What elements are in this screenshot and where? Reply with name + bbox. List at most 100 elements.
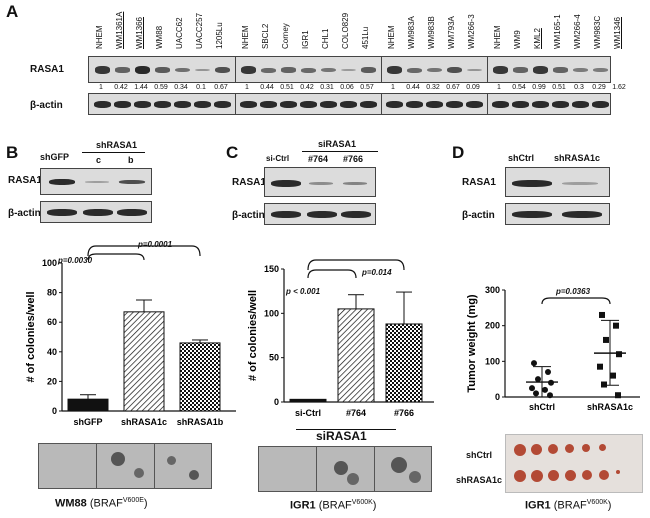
panel-c-caption-open: (	[315, 499, 323, 512]
tumor-0-5	[599, 444, 606, 451]
actin-band-3-0	[491, 101, 509, 108]
panel-b-caption-open: (	[86, 497, 94, 510]
actin-band-0-0	[93, 101, 111, 108]
rasa1-band-0-3	[154, 67, 170, 73]
lane-label-3-1: WM9	[513, 30, 522, 49]
panel-d-lane-ctrl: shCtrl	[508, 153, 535, 163]
lane-label-2-1: WM983A	[407, 16, 416, 49]
panel-b-caption-mutation: V600E	[122, 497, 144, 504]
panel-b-pvalue-2: p=0.0001	[138, 240, 173, 249]
quant-value-0-5: 0.1	[196, 84, 206, 91]
quant-value-3-4: 0.3	[574, 84, 584, 91]
point-0-0	[531, 360, 537, 367]
lane-label-0-0: NHEM	[95, 25, 104, 49]
actin-band-2-2	[425, 101, 443, 108]
panel-c-lane-764: #764	[308, 154, 329, 164]
y-tick-label-4: 80	[47, 288, 57, 298]
rasa1-band-3-1	[512, 67, 528, 73]
rasa1-band-1-0	[240, 66, 256, 74]
x-tick-label-1: shRASA1c	[587, 402, 633, 412]
tumor-1-6	[616, 470, 620, 474]
lane-label-1-4: CHL1	[321, 28, 330, 49]
lane-label-3-3: WM165-1	[553, 14, 562, 49]
quant-value-0-0: 1	[99, 84, 103, 91]
lane-label-3-2: KML2	[533, 28, 542, 49]
lane-label-2-3: WM793A	[447, 16, 456, 49]
lane-label-1-1: SBCL2	[261, 23, 270, 49]
rasa1-band-2-3	[446, 66, 462, 74]
rasa1-band-3-5	[592, 67, 608, 73]
y-axis-label: # of colonies/well	[25, 291, 37, 382]
panel-b-lane-shgfp: shGFP	[40, 152, 70, 162]
panel-d-band-ctrl	[512, 180, 552, 187]
lane-label-0-6: 1205Lu	[215, 22, 224, 49]
panel-b-group-bracket	[82, 152, 145, 153]
bar-1	[123, 311, 165, 412]
panel-d-actin-band-2	[562, 211, 602, 218]
lane-label-3-4: WM266-4	[573, 14, 582, 49]
point-1-0	[599, 311, 605, 318]
rasa1-band-0-4	[174, 67, 190, 73]
panel-c-band-ctrl	[271, 180, 301, 187]
quant-value-3-0: 1	[497, 84, 501, 91]
panel-c-colony-3	[391, 457, 407, 473]
y-tick-label-0: 0	[274, 397, 279, 407]
panel-b-rasa1-label: RASA1	[8, 175, 42, 186]
lane-label-0-4: UACC62	[175, 17, 184, 49]
quant-value-0-2: 1.44	[134, 84, 148, 91]
point-0-5	[542, 386, 548, 393]
panel-b-actin-band-2	[83, 209, 113, 216]
tumor-0-3	[565, 444, 574, 453]
bracket-outer	[307, 259, 405, 271]
actin-band-0-3	[153, 101, 171, 108]
panel-b-band-c	[85, 181, 109, 183]
point-0-4	[529, 385, 535, 392]
actin-band-0-4	[173, 101, 191, 108]
panel-c-actin-label: β-actin	[232, 210, 265, 221]
panel-c-colony-micrographs	[258, 446, 432, 492]
actin-band-3-2	[531, 101, 549, 108]
panel-d-rasa1-blot	[505, 167, 610, 197]
panel-d-tumor-row-rasa: shRASA1c	[456, 475, 503, 485]
rasa1-band-3-2	[532, 66, 548, 74]
panel-c-rasa1-blot	[264, 167, 376, 197]
panel-c-actin-blot	[264, 203, 376, 225]
panel-c-band-766	[343, 182, 367, 185]
panel-d-caption: IGR1 (BRAFV600K)	[525, 499, 611, 512]
panel-b-band-shgfp	[49, 179, 75, 185]
actin-group-separator-2	[487, 94, 488, 114]
lane-label-2-4: WM266-3	[467, 14, 476, 49]
panel-d-pvalue: p=0.0363	[556, 287, 591, 296]
rasa1-group-separator-1	[381, 57, 382, 82]
bar-2	[179, 342, 221, 412]
quant-value-3-6: 1.62	[612, 84, 626, 91]
lane-label-1-6: 451Lu	[361, 26, 370, 49]
panel-b-colony-micrographs	[38, 443, 212, 489]
x-tick-label-2: #766	[394, 408, 414, 418]
panel-b-colony-2	[134, 468, 144, 478]
rasa1-band-2-0	[386, 66, 402, 74]
quant-value-1-0: 1	[245, 84, 249, 91]
quant-value-2-1: 0.44	[406, 84, 420, 91]
rasa1-band-3-4	[572, 67, 588, 73]
panel-a-actin-label: β-actin	[30, 100, 63, 111]
bar-2	[385, 323, 423, 403]
bracket-inner	[87, 253, 145, 261]
point-0-3	[548, 379, 554, 386]
actin-band-3-5	[591, 101, 609, 108]
lane-label-2-2: WM983B	[427, 16, 436, 49]
point-0-2	[535, 376, 541, 383]
rasa1-band-1-3	[300, 67, 316, 73]
actin-band-3-4	[571, 101, 589, 108]
rasa1-group-separator-2	[487, 57, 488, 82]
rasa1-band-0-6	[214, 66, 230, 74]
tumor-1-5	[599, 470, 609, 480]
panel-b-lane-group: shRASA1	[96, 140, 138, 150]
bracket-inner	[307, 269, 357, 279]
actin-band-2-1	[405, 101, 423, 108]
panel-c-colony-2	[347, 473, 359, 485]
y-tick-label-3: 60	[47, 317, 57, 327]
actin-band-2-3	[445, 101, 463, 108]
panel-b-micro-divider-2	[154, 444, 155, 488]
tumor-1-2	[548, 470, 559, 481]
